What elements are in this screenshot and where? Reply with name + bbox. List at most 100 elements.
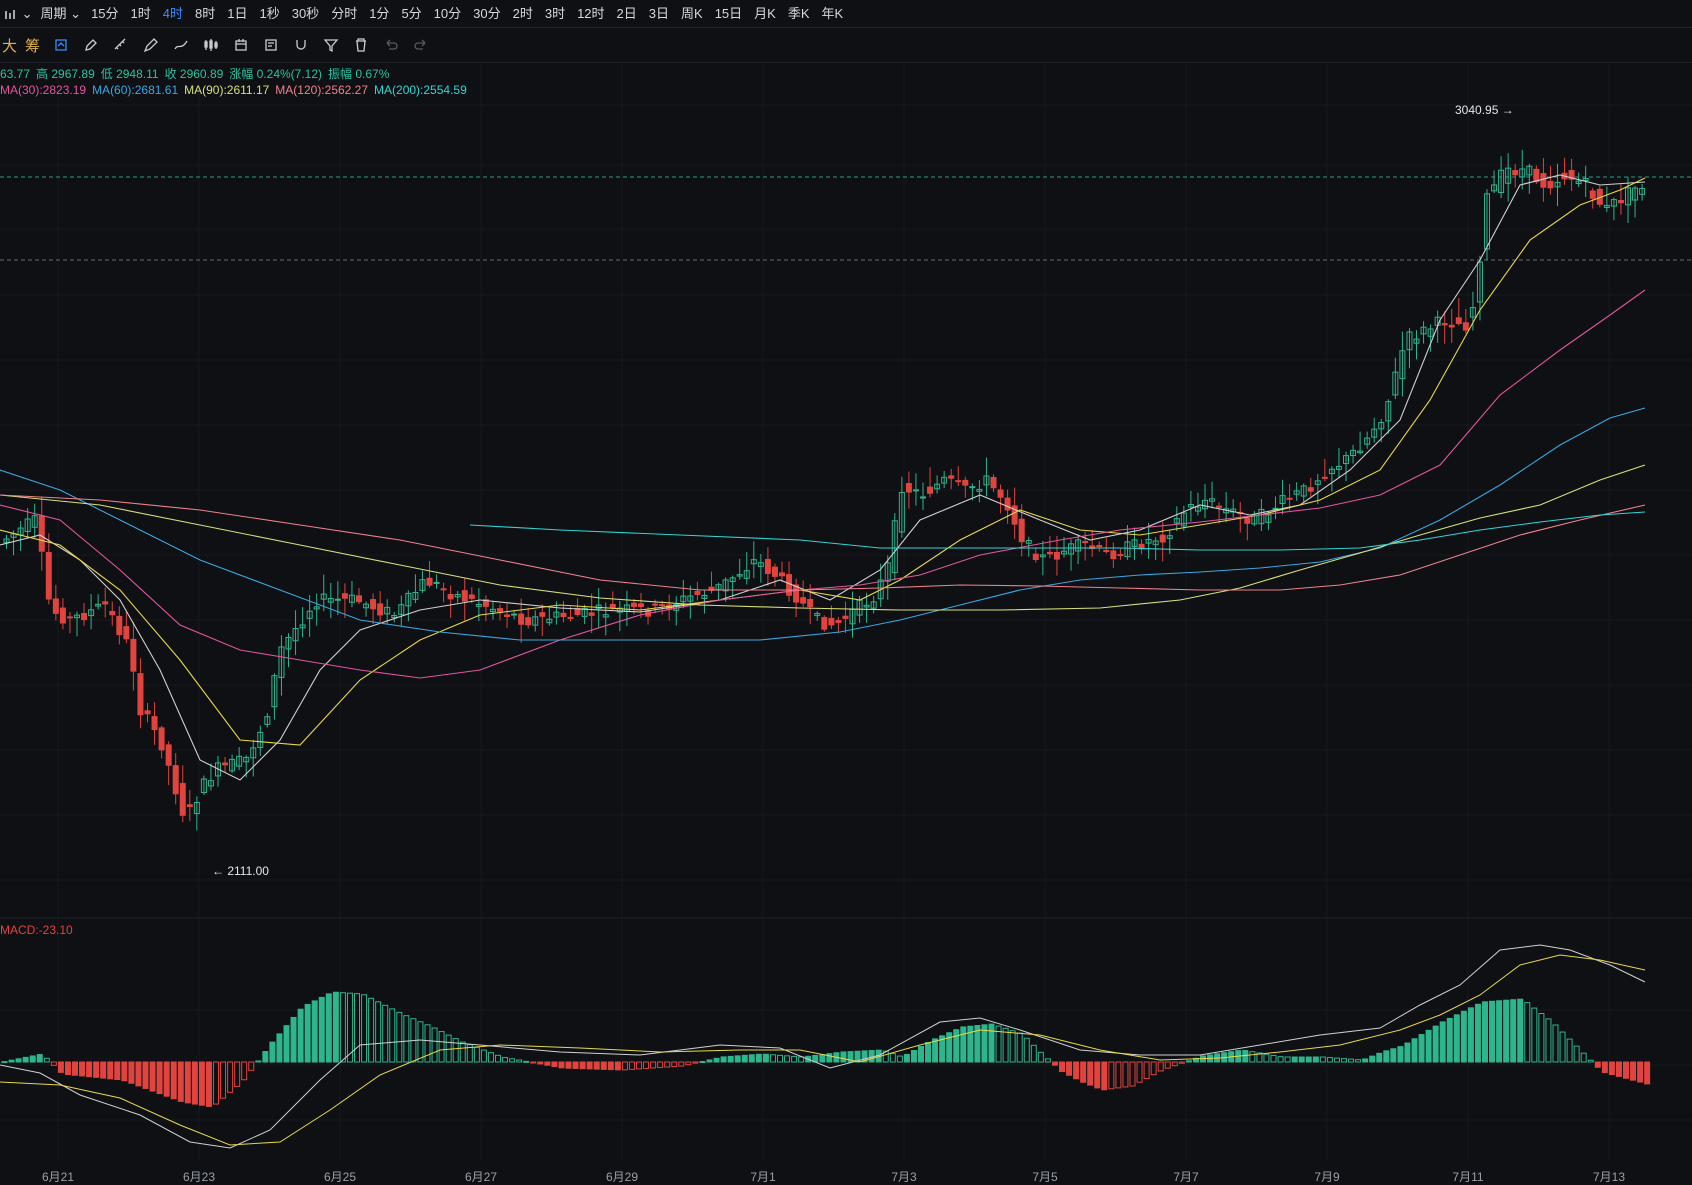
macd-bar: [495, 1054, 501, 1063]
candle: [489, 608, 496, 613]
redo-icon[interactable]: [410, 34, 432, 56]
period-13[interactable]: 3时: [544, 6, 566, 21]
macd-bar: [1044, 1058, 1051, 1063]
ma-legend-item-3: MA(120):2562.27: [275, 83, 369, 97]
macd-bar: [1051, 1061, 1058, 1066]
candle: [1089, 545, 1096, 550]
candle: [327, 597, 334, 603]
period-2[interactable]: 4时: [162, 6, 184, 21]
macd-bar: [918, 1046, 924, 1063]
period-16[interactable]: 3日: [648, 6, 670, 21]
chart-type-dropdown[interactable]: ⌄: [0, 0, 37, 27]
period-15[interactable]: 2日: [616, 6, 637, 21]
x-tick-label: 6月29: [605, 1170, 639, 1184]
period-19[interactable]: 月K: [754, 6, 776, 21]
candle: [468, 594, 475, 599]
macd-bar: [572, 1061, 579, 1069]
macd-bar: [551, 1061, 558, 1068]
candle: [1258, 508, 1265, 525]
candle: [1018, 518, 1025, 543]
candle: [553, 611, 560, 618]
filter-icon[interactable]: [320, 34, 342, 56]
candle: [1110, 550, 1117, 560]
candle: [1420, 326, 1427, 335]
candle: [123, 626, 130, 640]
pen-icon[interactable]: [140, 34, 162, 56]
macd-bar: [1404, 1042, 1411, 1063]
candle: [912, 489, 919, 492]
macd-bar: [1242, 1049, 1249, 1063]
big-order-toggle[interactable]: 大: [2, 37, 18, 55]
period-17[interactable]: 周K: [681, 6, 703, 21]
period-5[interactable]: 1秒: [259, 6, 280, 21]
period-dropdown[interactable]: 周期 ⌄: [37, 0, 86, 27]
period-8[interactable]: 1分: [369, 6, 390, 21]
period-20[interactable]: 季K: [787, 6, 810, 21]
magnet-icon[interactable]: [290, 34, 312, 56]
macd-bar: [1594, 1061, 1601, 1068]
macd-bar: [1411, 1038, 1418, 1063]
chip-distribution-toggle[interactable]: 筹: [25, 37, 41, 55]
ruler-icon[interactable]: [110, 34, 132, 56]
candle: [1625, 187, 1631, 206]
candle: [1209, 498, 1216, 502]
ohlc-readout: 63.77 高 2967.89 低 2948.11 收 2960.89 涨幅 0.24%…: [0, 65, 395, 82]
period-12[interactable]: 2时: [512, 6, 533, 21]
macd-bar: [1425, 1029, 1432, 1063]
period-14[interactable]: 12时: [577, 6, 605, 21]
candle: [1272, 507, 1279, 510]
period-9[interactable]: 5分: [401, 6, 422, 21]
macd-bar: [636, 1061, 642, 1070]
period-18[interactable]: 15日: [714, 6, 743, 21]
macd-bar: [643, 1061, 650, 1069]
period-3[interactable]: 8时: [195, 6, 216, 21]
macd-bar: [734, 1055, 741, 1063]
note-icon[interactable]: [260, 34, 282, 56]
macd-bar: [72, 1061, 78, 1076]
brush-icon[interactable]: [80, 34, 102, 56]
draw-icon[interactable]: [170, 34, 192, 56]
macd-bar: [692, 1061, 699, 1064]
candle: [3, 538, 10, 543]
candle: [525, 617, 532, 626]
macd-bar: [903, 1054, 910, 1063]
x-tick-label: 7月3: [891, 1170, 917, 1184]
candle: [1540, 173, 1547, 188]
candle: [88, 609, 95, 617]
period-1[interactable]: 1时: [130, 6, 151, 21]
candle: [207, 780, 214, 787]
macd-bar: [424, 1024, 431, 1063]
macd-bar: [678, 1061, 685, 1067]
ma30-line: [0, 289, 1646, 679]
macd-bar: [1305, 1056, 1312, 1063]
period-11[interactable]: 30分: [473, 6, 501, 21]
candles-icon[interactable]: [200, 34, 222, 56]
candle: [609, 603, 616, 609]
candle: [1519, 168, 1526, 178]
period-0[interactable]: 15分: [91, 6, 119, 21]
candle: [630, 602, 637, 607]
period-toolbar: ⌄ 周期 ⌄ 15分 1时 4时 8时 1日 1秒 30秒 分时 1分 5分 10分 30分 2时 3时 1…: [0, 0, 1692, 28]
undo-icon[interactable]: [380, 34, 402, 56]
calendar-icon[interactable]: [230, 34, 252, 56]
period-21[interactable]: 年K: [821, 6, 844, 21]
macd-bar: [1630, 1061, 1637, 1081]
macd-bar: [1369, 1055, 1376, 1063]
candle: [602, 614, 609, 618]
indicator-icon[interactable]: [50, 34, 72, 56]
trash-icon[interactable]: [350, 34, 372, 56]
macd-bar: [840, 1051, 847, 1063]
period-10[interactable]: 10分: [433, 6, 462, 21]
period-4[interactable]: 1日: [227, 6, 248, 21]
candle: [320, 593, 327, 600]
period-7[interactable]: 分时: [331, 6, 358, 21]
macd-bar: [269, 1041, 276, 1063]
x-tick-label: 6月23: [182, 1170, 216, 1184]
macd-bar: [1566, 1038, 1573, 1063]
macd-bar: [389, 1008, 396, 1063]
period-6[interactable]: 30秒: [291, 6, 320, 21]
candle: [1145, 538, 1152, 544]
ma90-line: [0, 464, 1646, 611]
candle: [1589, 190, 1596, 199]
